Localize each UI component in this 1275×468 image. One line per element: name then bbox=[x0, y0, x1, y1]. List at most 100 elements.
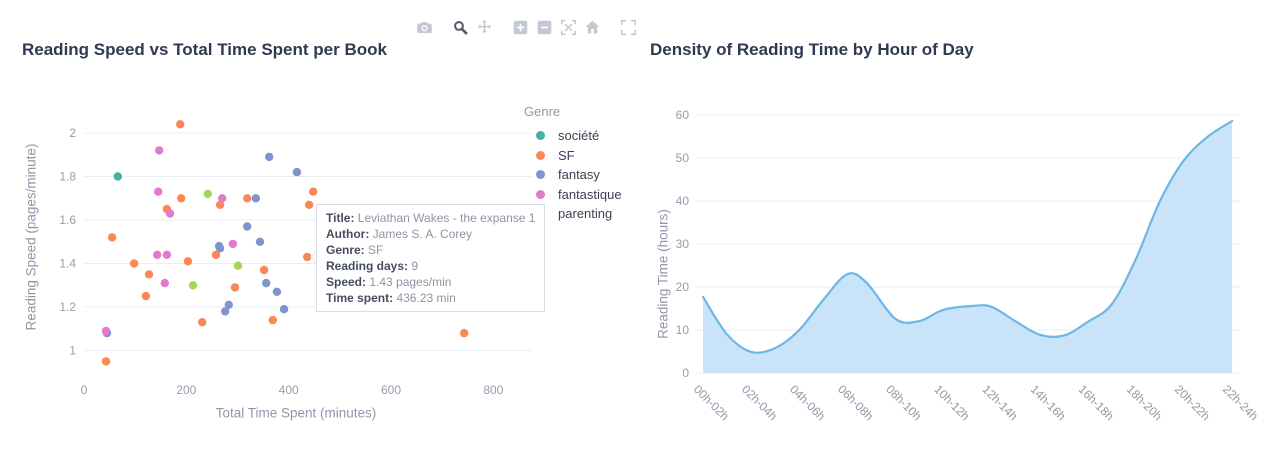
scatter-point-fantasy[interactable] bbox=[255, 237, 265, 246]
density-xtick: 04h-06h bbox=[787, 382, 828, 423]
reset-home-icon[interactable] bbox=[581, 16, 603, 38]
legend-item-société[interactable]: société bbox=[524, 126, 622, 146]
scatter-point-SF[interactable] bbox=[144, 270, 154, 279]
scatter-point-fantastique[interactable] bbox=[101, 326, 111, 336]
scatter-point-SF[interactable] bbox=[309, 187, 318, 196]
tooltip-row: Time spent: 436.23 min bbox=[326, 290, 535, 306]
tooltip-row: Genre: SF bbox=[326, 242, 535, 258]
scatter-point-fantasy[interactable] bbox=[224, 300, 233, 309]
legend-item-fantastique[interactable]: fantastique bbox=[524, 185, 622, 205]
scatter-point-SF[interactable] bbox=[141, 291, 151, 301]
scatter-point-fantastique[interactable] bbox=[160, 278, 169, 288]
scatter-points bbox=[101, 120, 469, 366]
scatter-point-SF[interactable] bbox=[304, 200, 314, 209]
scatter-ytick: 1.2 bbox=[59, 300, 76, 314]
tooltip-row-value: 9 bbox=[408, 259, 419, 273]
scatter-point-fantasy[interactable] bbox=[221, 307, 230, 316]
scatter-point-fantasy[interactable] bbox=[292, 167, 302, 177]
scatter-point-fantasy[interactable] bbox=[243, 222, 252, 231]
density-ytick: 10 bbox=[676, 323, 690, 337]
scatter-point-SF[interactable] bbox=[215, 200, 225, 209]
tooltip-row-value: 436.23 min bbox=[393, 291, 456, 305]
density-xtick: 06h-08h bbox=[835, 382, 876, 423]
tooltip-row-value: James S. A. Corey bbox=[369, 227, 473, 241]
scatter-point-fantastique[interactable] bbox=[165, 209, 175, 218]
scatter-point-parenting[interactable] bbox=[188, 281, 198, 290]
scatter-xtick: 200 bbox=[176, 383, 196, 397]
tooltip-row-label: Speed: bbox=[326, 275, 367, 289]
tooltip-row-label: Genre: bbox=[326, 243, 365, 257]
scatter-point-fantastique[interactable] bbox=[228, 239, 238, 249]
density-xtick: 18h-20h bbox=[1124, 382, 1165, 423]
tooltip-row: Reading days: 9 bbox=[326, 258, 535, 274]
scatter-point-SF[interactable] bbox=[177, 194, 186, 203]
scatter-point-fantasy[interactable] bbox=[279, 305, 289, 314]
scatter-ytick: 1.8 bbox=[59, 170, 76, 184]
density-ytick: 40 bbox=[676, 194, 690, 208]
tooltip-row: Speed: 1.43 pages/min bbox=[326, 274, 535, 290]
scatter-point-fantastique[interactable] bbox=[153, 250, 162, 259]
scatter-point-SF[interactable] bbox=[198, 318, 207, 327]
scatter-point-fantasy[interactable] bbox=[272, 287, 282, 296]
legend-dot bbox=[536, 150, 545, 160]
density-ytick: 0 bbox=[682, 366, 689, 380]
pan-icon[interactable] bbox=[473, 16, 495, 38]
plotly-modebar bbox=[412, 16, 640, 38]
zoom-icon[interactable] bbox=[449, 16, 471, 38]
scatter-point-SF[interactable] bbox=[259, 265, 269, 275]
scatter-point-SF[interactable] bbox=[230, 283, 240, 292]
tooltip-row: Title: Leviathan Wakes - the expanse 1 bbox=[326, 210, 535, 226]
scatter-point-SF[interactable] bbox=[460, 328, 469, 338]
density-ytick: 60 bbox=[676, 108, 690, 122]
legend-item-SF[interactable]: SF bbox=[524, 146, 622, 166]
zoom-out-icon[interactable] bbox=[533, 16, 555, 38]
scatter-point-SF[interactable] bbox=[243, 194, 252, 203]
scatter-xtick: 600 bbox=[381, 383, 401, 397]
legend-item-fantasy[interactable]: fantasy bbox=[524, 165, 622, 185]
scatter-point-fantasy[interactable] bbox=[265, 152, 274, 162]
density-xtick: 02h-04h bbox=[739, 382, 780, 423]
tooltip-row-label: Title: bbox=[326, 211, 355, 225]
scatter-point-SF[interactable] bbox=[268, 315, 277, 325]
scatter-point-parenting[interactable] bbox=[233, 261, 243, 270]
density-xtick: 12h-14h bbox=[979, 382, 1020, 423]
scatter-point-fantastique[interactable] bbox=[155, 146, 164, 155]
scatter-tick-labels: 1 1.2 1.4 1.6 1.8 2 0 200 400 600 800 bbox=[59, 126, 503, 397]
density-xtick: 20h-22h bbox=[1172, 382, 1213, 423]
density-xtick: 22h-24h bbox=[1220, 382, 1261, 423]
scatter-point-SF[interactable] bbox=[107, 233, 117, 242]
scatter-point-SF[interactable] bbox=[176, 120, 185, 129]
genre-legend: Genre société SF fantasy fantastique parenti… bbox=[524, 104, 622, 224]
scatter-point-société[interactable] bbox=[113, 172, 123, 181]
autoscale-icon[interactable] bbox=[557, 16, 579, 38]
fullscreen-icon[interactable] bbox=[617, 16, 639, 38]
scatter-point-fantasy[interactable] bbox=[251, 194, 261, 203]
density-ytick: 30 bbox=[676, 237, 690, 251]
scatter-point-fantastique[interactable] bbox=[162, 250, 172, 259]
scatter-point-fantastique[interactable] bbox=[154, 187, 163, 196]
camera-icon[interactable] bbox=[413, 16, 435, 38]
scatter-point-parenting[interactable] bbox=[203, 189, 212, 199]
scatter-point-SF[interactable] bbox=[183, 257, 193, 266]
density-plot-area[interactable] bbox=[697, 110, 1237, 373]
scatter-xtick: 800 bbox=[483, 383, 503, 397]
tooltip-row-value: 1.43 pages/min bbox=[366, 275, 452, 289]
scatter-point-fantastique[interactable] bbox=[218, 194, 227, 203]
tooltip-row-label: Time spent: bbox=[326, 291, 394, 305]
scatter-point-SF[interactable] bbox=[129, 259, 139, 268]
zoom-in-icon[interactable] bbox=[509, 16, 531, 38]
scatter-point-SF[interactable] bbox=[211, 250, 221, 259]
scatter-point-fantasy[interactable] bbox=[215, 244, 225, 253]
tooltip-row-value: SF bbox=[364, 243, 384, 257]
scatter-xtick: 400 bbox=[279, 383, 299, 397]
legend-title: Genre bbox=[524, 104, 561, 119]
scatter-point-SF[interactable] bbox=[303, 252, 312, 262]
scatter-point-fantasy[interactable] bbox=[262, 278, 271, 288]
scatter-ytick: 2 bbox=[69, 126, 76, 140]
legend-label: société bbox=[558, 128, 600, 144]
scatter-ytick: 1.4 bbox=[59, 257, 76, 271]
scatter-point-SF[interactable] bbox=[101, 357, 111, 366]
tooltip-row-label: Reading days: bbox=[326, 259, 409, 273]
